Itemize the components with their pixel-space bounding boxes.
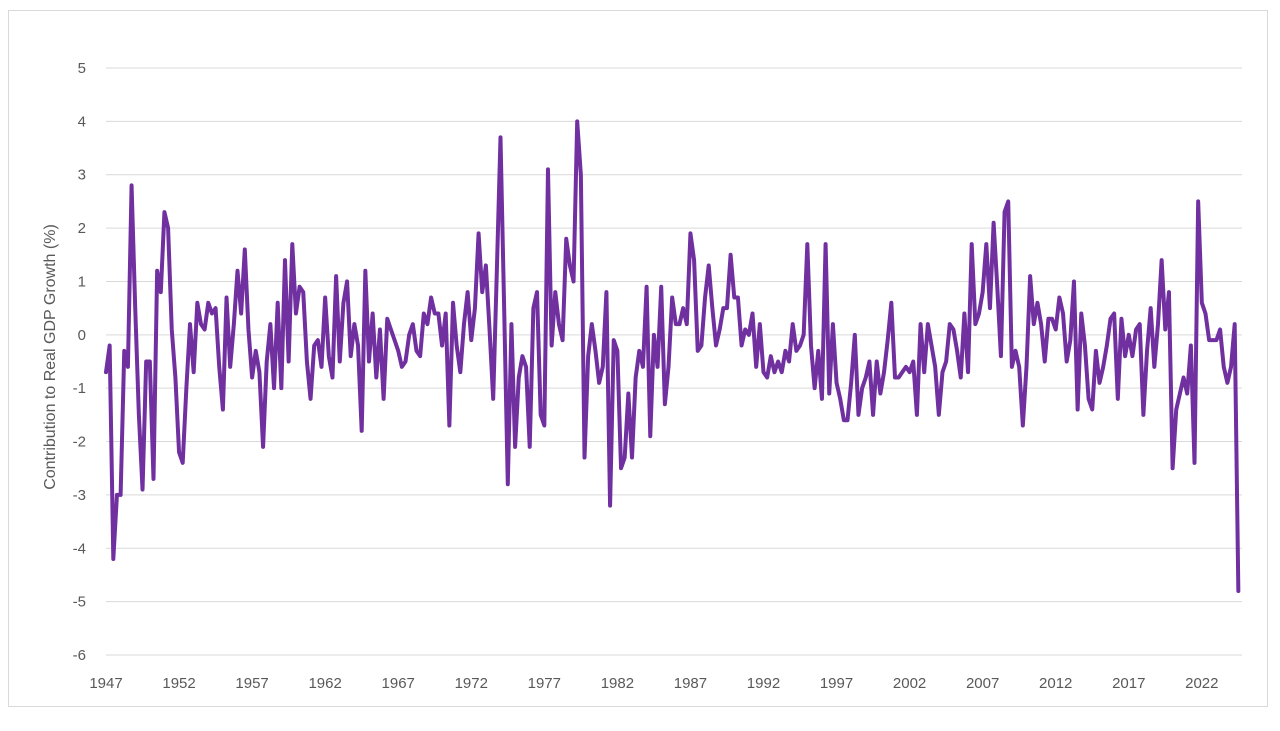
x-tick-label: 2007	[966, 675, 999, 692]
y-tick-label: 4	[78, 113, 86, 130]
x-tick-label: 1967	[382, 675, 415, 692]
x-tick-label: 1947	[89, 675, 122, 692]
y-axis-title: Contribution to Real GDP Growth (%)	[42, 224, 59, 490]
x-tick-label: 1952	[162, 675, 195, 692]
y-tick-label: -6	[73, 647, 86, 664]
y-tick-labels: -6 -5 -4 -3 -2 -1 0 1 2 3 4 5	[73, 60, 86, 664]
gridlines	[106, 67, 1242, 656]
y-tick-label: -1	[73, 380, 86, 397]
y-tick-label: 3	[78, 167, 86, 184]
x-tick-label: 2017	[1112, 675, 1145, 692]
x-tick-label: 1972	[455, 675, 488, 692]
x-tick-labels: 1947 1952 1957 1962 1967 1972 1977 1982 1987 1992…	[89, 675, 1218, 692]
x-tick-label: 1957	[235, 675, 268, 692]
x-tick-label: 1977	[528, 675, 561, 692]
x-tick-label: 2002	[893, 675, 926, 692]
y-tick-label: 1	[78, 273, 86, 290]
y-tick-label: 5	[78, 60, 86, 77]
y-tick-label: -3	[73, 487, 86, 504]
y-tick-label: 2	[78, 220, 86, 237]
x-tick-label: 2022	[1185, 675, 1218, 692]
x-tick-label: 2012	[1039, 675, 1072, 692]
x-tick-label: 1982	[601, 675, 634, 692]
x-tick-label: 1987	[674, 675, 707, 692]
y-tick-label: -5	[73, 594, 86, 611]
y-tick-label: 0	[78, 327, 86, 344]
series-line	[104, 119, 1241, 593]
y-tick-label: -2	[73, 434, 86, 451]
x-tick-label: 1997	[820, 675, 853, 692]
chart-frame: -6 -5 -4 -3 -2 -1 0 1 2 3 4 5 1947 1952 1957 1962 1967 1…	[8, 10, 1268, 707]
x-tick-label: 1962	[308, 675, 341, 692]
y-tick-label: -4	[73, 540, 86, 557]
x-tick-label: 1992	[747, 675, 780, 692]
series-layer	[104, 119, 1241, 593]
